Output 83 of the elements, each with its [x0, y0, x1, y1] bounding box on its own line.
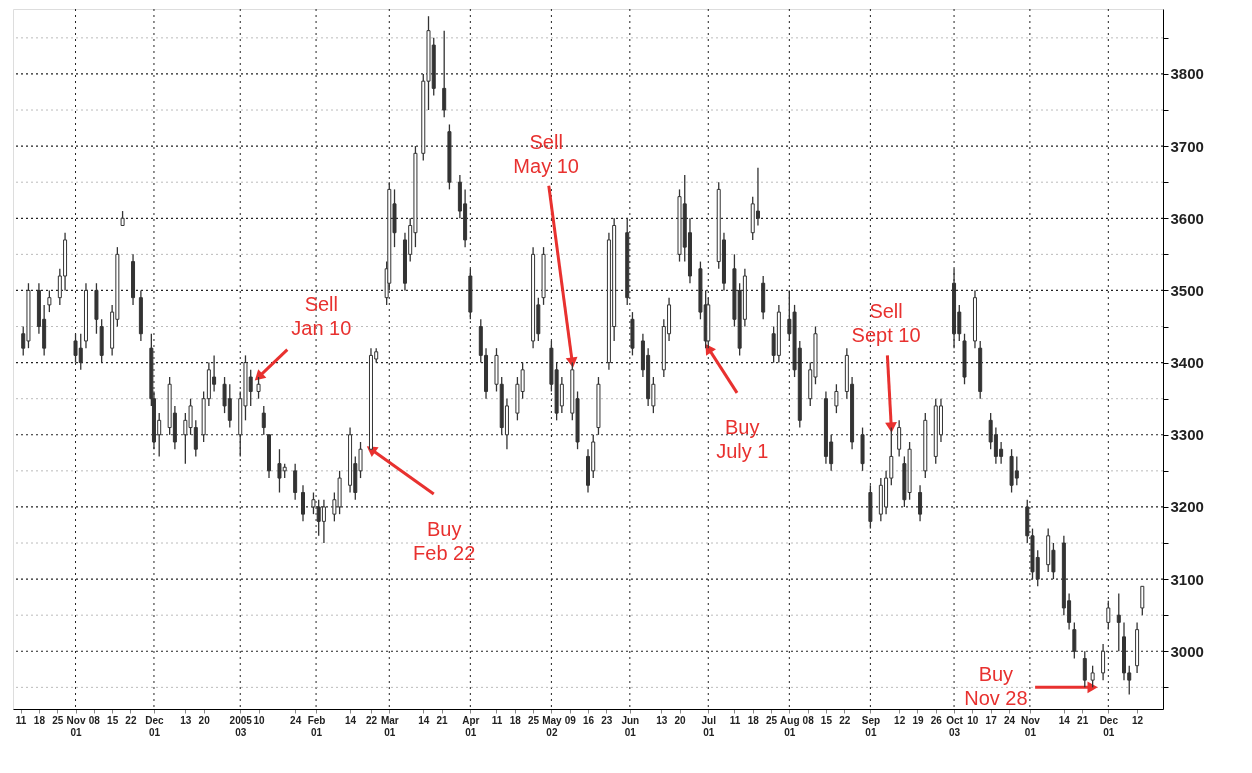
x-tick-label: 12	[1132, 714, 1144, 726]
x-tick-label: Aug 01	[780, 714, 800, 738]
y-tick-label: 3200	[1170, 498, 1204, 516]
candlestick	[1140, 585, 1145, 616]
candlestick	[442, 30, 447, 118]
annotation: Sell Jan 10	[291, 292, 352, 339]
x-tick-label: 13	[180, 714, 192, 726]
candlestick	[1106, 600, 1111, 631]
x-tick-label: 24	[290, 714, 302, 726]
candlestick	[897, 419, 902, 458]
x-tick-label: 18	[33, 714, 46, 726]
annotation: Buy Feb 22	[413, 518, 476, 565]
x-tick-label: Dec 01	[1099, 714, 1119, 738]
annotation: Buy July 1	[716, 415, 769, 462]
candlestick	[1072, 621, 1077, 660]
candlestick	[47, 289, 52, 313]
y-tick-label: 3500	[1170, 281, 1204, 299]
candlestick	[256, 376, 261, 400]
x-tick-label: May 02	[542, 714, 563, 738]
x-tick-label: 22	[365, 714, 378, 726]
x-tick-label: 14	[345, 714, 357, 726]
x-tick-label: 08	[88, 714, 101, 726]
x-tick-label: 14	[418, 714, 430, 726]
candlestick	[834, 383, 839, 414]
x-tick-label: 16	[582, 714, 595, 726]
x-tick-label: 19	[912, 714, 924, 726]
candlestick	[293, 462, 298, 501]
candlestick	[918, 484, 923, 523]
annotation: Buy Nov 28	[964, 663, 1028, 710]
x-tick-label: Jul 01	[701, 714, 717, 738]
x-tick-label: 08	[802, 714, 815, 726]
x-tick-label: 18	[747, 714, 760, 726]
x-tick-label: 2005 03	[229, 714, 253, 738]
annotation: Sell Sept 10	[851, 300, 921, 347]
x-tick-label: 14	[1058, 714, 1071, 726]
x-tick-label: 10	[253, 714, 266, 726]
y-tick-label: 3700	[1170, 137, 1204, 155]
x-tick-label: Nov 01	[66, 714, 86, 738]
candlestick	[1090, 665, 1095, 688]
x-tick-label: 20	[674, 714, 687, 726]
x-tick-label: Oct 03	[946, 714, 964, 738]
candlestick	[1082, 650, 1087, 688]
candlestick	[1101, 643, 1106, 681]
x-tick-label: 25	[52, 714, 64, 726]
annotation: Sell May 10	[513, 130, 579, 177]
candlestick	[1116, 592, 1121, 652]
x-tick-label: 20	[198, 714, 211, 726]
y-tick-label: 3300	[1170, 426, 1204, 444]
x-tick-label: Sep 01	[861, 714, 881, 738]
y-tick-label: 3400	[1170, 354, 1204, 372]
y-tick-label: 3100	[1170, 570, 1204, 588]
x-tick-label: 12	[894, 714, 906, 726]
y-tick-label: 3800	[1170, 65, 1204, 83]
candlestick	[261, 405, 266, 436]
x-tick-label: 15	[820, 714, 833, 726]
x-tick-label: Mar 01	[380, 714, 399, 738]
x-tick-label: 15	[107, 714, 119, 726]
x-tick-label: 11	[729, 714, 741, 726]
x-tick-label: 21	[1077, 714, 1089, 726]
y-tick-label: 3600	[1170, 209, 1204, 227]
x-tick-label: 24	[1003, 714, 1016, 726]
x-tick-label: Nov 01	[1020, 714, 1041, 738]
x-tick-label: 11	[15, 714, 27, 726]
y-tick-label: 3000	[1170, 642, 1204, 660]
x-tick-label: 25	[765, 714, 778, 726]
candlestick	[301, 484, 305, 523]
x-tick-label: Apr 01	[462, 714, 480, 738]
x-tick-label: 25	[528, 714, 540, 726]
x-tick-label: 22	[125, 714, 137, 726]
x-tick-label: Jun 01	[621, 714, 640, 738]
x-tick-label: 22	[839, 714, 851, 726]
x-tick-label: 09	[564, 714, 577, 726]
x-tick-label: 10	[967, 714, 979, 726]
x-tick-label: 18	[509, 714, 522, 726]
x-tick-label: 26	[930, 714, 943, 726]
candlestick	[321, 499, 326, 544]
x-tick-label: 13	[656, 714, 668, 726]
x-tick-label: 21	[436, 714, 449, 726]
x-tick-label: Dec 01	[145, 714, 165, 738]
x-tick-label: 11	[491, 714, 503, 726]
x-tick-label: 17	[985, 714, 998, 726]
x-tick-label: 23	[601, 714, 613, 726]
x-tick-label: Feb 01	[307, 714, 326, 738]
